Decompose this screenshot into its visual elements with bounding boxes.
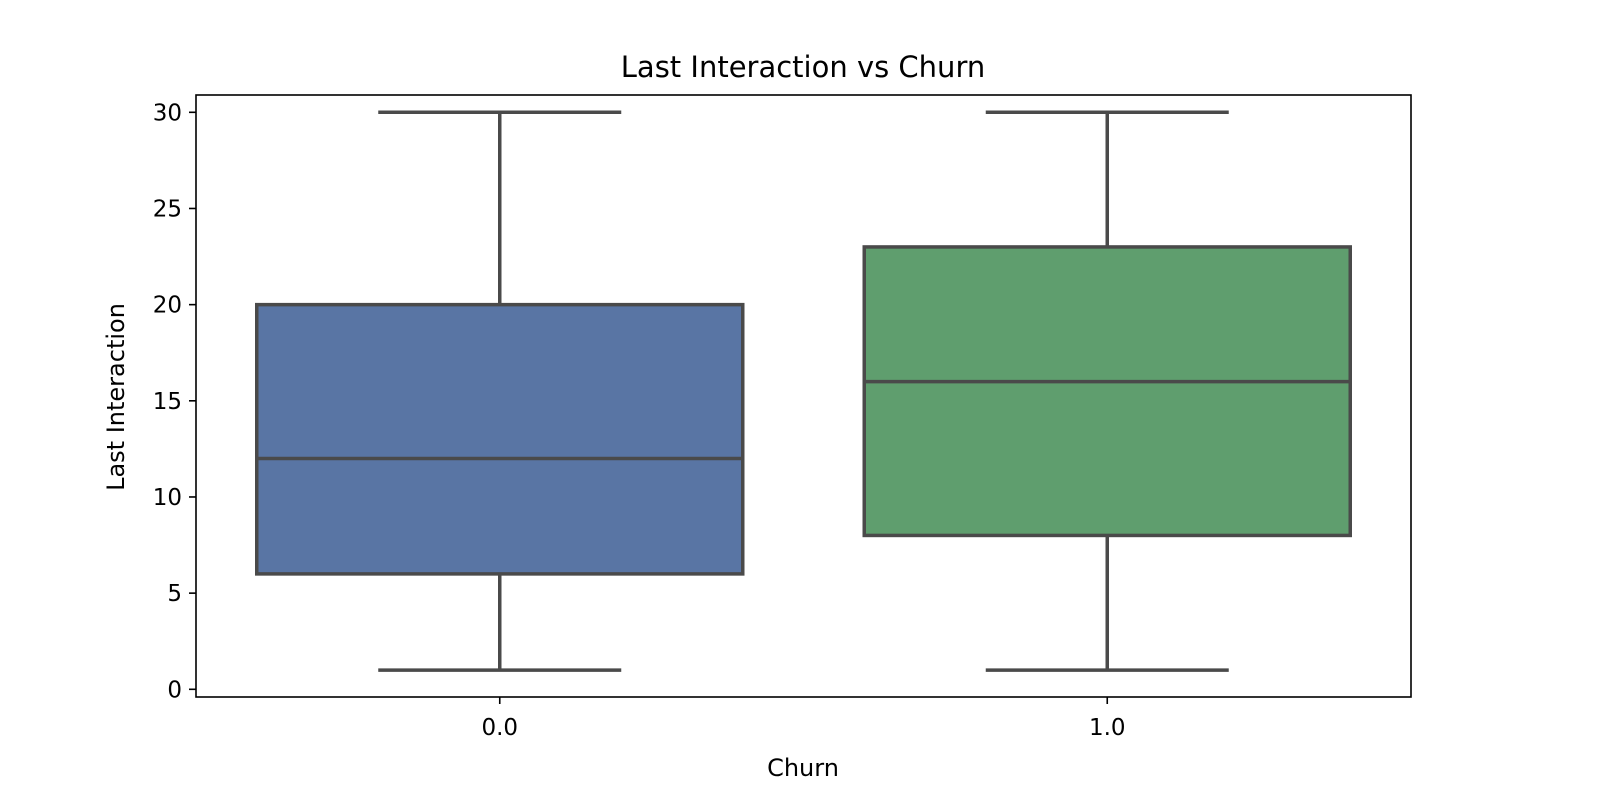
y-tick-label-5: 20: [153, 293, 182, 319]
y-tick-label-1: 0: [167, 677, 182, 703]
box-group-2: [862, 110, 1352, 672]
y-axis: 0 5 10 15 20 25 30: [153, 100, 196, 703]
y-tick-label-4: 15: [153, 389, 182, 415]
x-axis-title: Churn: [767, 754, 839, 782]
box-1: [255, 302, 745, 576]
box-group-1: [255, 110, 745, 672]
y-tick-label-7: 30: [153, 100, 182, 126]
y-tick-label-2: 5: [167, 581, 182, 607]
x-tick-label-1: 0.0: [481, 715, 518, 741]
y-axis-title: Last Interaction: [102, 303, 130, 491]
box-2: [862, 245, 1352, 538]
y-tick-label-3: 10: [153, 485, 182, 511]
y-tick-label-6: 25: [153, 196, 182, 222]
chart-title: Last Interaction vs Churn: [621, 50, 985, 84]
x-tick-label-2: 1.0: [1089, 715, 1126, 741]
x-axis: 0.0 1.0: [481, 697, 1126, 741]
plot-frame: [195, 94, 1412, 698]
plot-area: [255, 110, 1352, 672]
